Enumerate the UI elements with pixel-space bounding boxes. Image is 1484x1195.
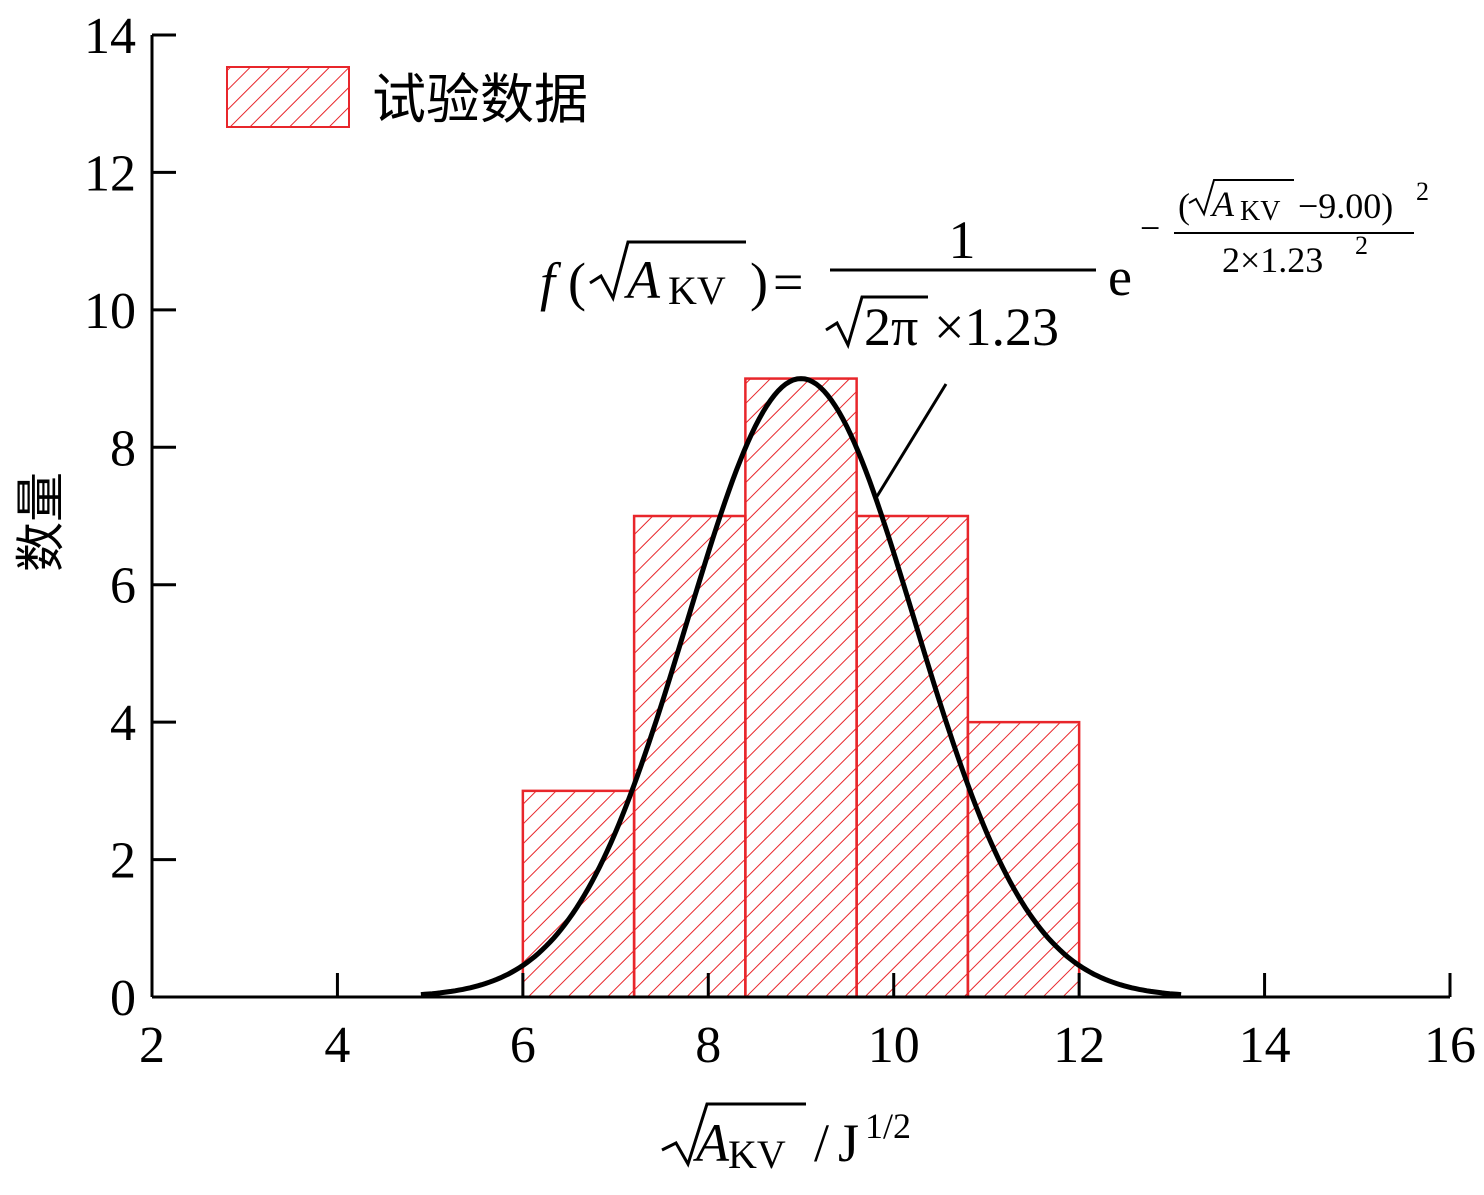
formula-exp-num-pow: 2	[1416, 177, 1429, 206]
x-label-slash: /	[814, 1113, 829, 1173]
x-label-unit-exponent: 1/2	[865, 1106, 911, 1146]
formula-exp-num-rest: −9.00)	[1298, 186, 1393, 226]
formula-den-rest: ×1.23	[934, 297, 1059, 357]
legend-swatch	[226, 66, 350, 128]
x-tick-label: 14	[1239, 1017, 1291, 1074]
formula-sqrt-sign	[589, 240, 746, 303]
formula-exp-sqrt-sign	[1188, 179, 1294, 217]
y-tick-label: 6	[110, 558, 136, 615]
formula-rparen: )	[750, 252, 768, 312]
legend-label: 试验数据	[372, 68, 588, 131]
x-tick-label: 4	[324, 1017, 350, 1074]
x-tick-label: 8	[695, 1017, 721, 1074]
y-tick-label: 10	[84, 283, 136, 340]
formula-den-sqrt-sign	[825, 295, 928, 350]
formula-equals: =	[773, 252, 803, 312]
x-tick-label: 16	[1424, 1017, 1476, 1074]
formula-exp-minus: −	[1140, 208, 1160, 248]
formula-exp-subscript: KV	[1240, 196, 1280, 227]
x-label-sqrt-sign	[661, 1102, 806, 1168]
formula-leader-line	[874, 383, 948, 499]
formula-e: e	[1108, 247, 1132, 307]
histogram-bars	[521, 377, 1081, 999]
formula-subscript: KV	[668, 268, 726, 313]
formula-exp-den-pow: 2	[1355, 231, 1368, 260]
formula-exp-den: 2×1.23	[1222, 240, 1323, 280]
x-tick-label: 6	[510, 1017, 536, 1074]
x-axis-label: A KV / J 1/2	[661, 1102, 911, 1177]
legend: 试验数据	[226, 66, 588, 131]
x-tick-label: 10	[868, 1017, 920, 1074]
histogram-bar	[521, 789, 636, 999]
formula-lparen: (	[568, 252, 586, 312]
formula-symbol: A	[624, 250, 661, 310]
histogram-bar	[966, 720, 1081, 999]
histogram-bar	[744, 377, 858, 999]
formula-den-inner: 2π	[864, 297, 918, 357]
histogram-bar	[632, 514, 747, 999]
axes	[150, 33, 1452, 999]
histogram-bar	[855, 514, 970, 999]
formula-exp-symbol: A	[1210, 184, 1235, 224]
formula-exp-lparen: (	[1178, 186, 1190, 226]
formula-numerator: 1	[949, 210, 976, 270]
y-tick-label: 12	[84, 145, 136, 202]
x-label-symbol: A	[693, 1113, 730, 1173]
y-tick-label: 0	[110, 970, 136, 1027]
y-tick-label: 8	[110, 420, 136, 477]
y-tick-label: 4	[110, 695, 136, 752]
formula-annotation: f ( A KV ) = 1 2π ×1.23 e − ( A KV −9.00…	[540, 177, 1429, 499]
y-tick-label: 2	[110, 833, 136, 890]
y-tick-label: 14	[84, 8, 136, 65]
x-label-subscript: KV	[728, 1132, 786, 1177]
x-tick-label: 2	[139, 1017, 165, 1074]
formula-f: f	[540, 252, 562, 312]
x-label-unit: J	[838, 1113, 859, 1173]
x-tick-label: 12	[1053, 1017, 1105, 1074]
y-axis-label: 数量	[12, 472, 70, 572]
normal-fit-curve	[420, 376, 1182, 998]
